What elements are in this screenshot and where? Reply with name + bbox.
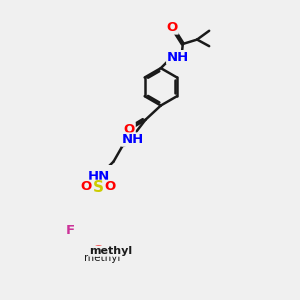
Text: O: O <box>124 123 135 136</box>
Text: methyl: methyl <box>84 253 120 263</box>
Text: O: O <box>92 244 104 256</box>
Text: NH: NH <box>122 133 144 146</box>
Text: NH: NH <box>167 51 189 64</box>
Text: O: O <box>80 180 92 194</box>
Text: HN: HN <box>88 170 110 184</box>
Text: F: F <box>65 224 74 237</box>
Text: O: O <box>105 180 116 194</box>
Text: S: S <box>93 181 104 196</box>
Text: O: O <box>167 21 178 34</box>
Text: methyl: methyl <box>107 250 112 251</box>
Text: methyl: methyl <box>89 246 132 256</box>
